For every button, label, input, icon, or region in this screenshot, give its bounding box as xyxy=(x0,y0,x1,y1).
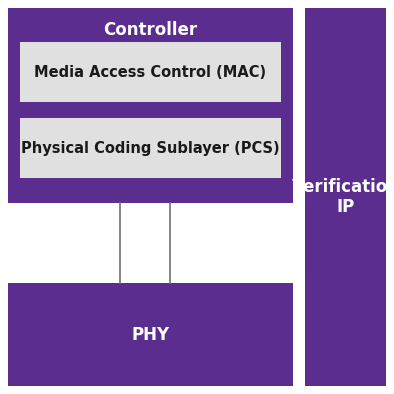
FancyBboxPatch shape xyxy=(20,118,281,178)
FancyBboxPatch shape xyxy=(8,8,293,203)
Text: Verification
IP: Verification IP xyxy=(292,178,394,216)
Text: Physical Coding Sublayer (PCS): Physical Coding Sublayer (PCS) xyxy=(21,141,280,156)
FancyBboxPatch shape xyxy=(20,42,281,102)
Text: PHY: PHY xyxy=(132,325,169,344)
Text: Media Access Control (MAC): Media Access Control (MAC) xyxy=(34,65,267,80)
FancyBboxPatch shape xyxy=(8,283,293,386)
FancyBboxPatch shape xyxy=(8,203,293,283)
FancyBboxPatch shape xyxy=(305,8,386,386)
Text: Controller: Controller xyxy=(104,21,197,39)
